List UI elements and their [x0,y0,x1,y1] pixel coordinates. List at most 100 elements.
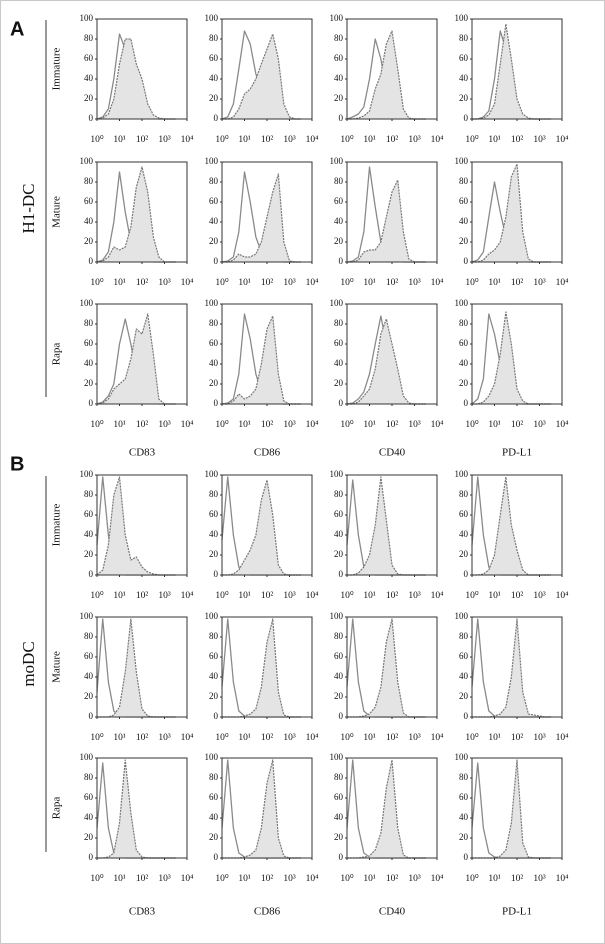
y-tick-label: 60 [334,792,344,802]
y-tick-label: 40 [334,358,344,368]
column-label: CD83 [129,447,156,459]
y-tick-label: 80 [84,318,94,328]
x-tick-label: 10¹ [238,733,251,743]
x-tick-label: 10³ [283,420,296,430]
x-tick-label: 10¹ [488,420,501,430]
filled-histogram [472,311,551,405]
x-tick-label: 10⁴ [431,874,445,884]
y-tick-label: 60 [459,53,469,63]
x-tick-label: 10² [511,874,524,884]
row-label: Immature [51,48,63,91]
y-tick-label: 40 [334,216,344,226]
column-label: PD-L1 [502,447,532,459]
y-tick-label: 20 [209,93,219,103]
x-tick-label: 10¹ [488,874,501,884]
row-label: Immature [51,504,63,547]
y-tick-label: 100 [455,752,469,762]
x-tick-label: 10⁴ [306,733,320,743]
y-tick-label: 100 [330,298,344,308]
y-tick-label: 60 [459,792,469,802]
x-tick-label: 10³ [283,874,296,884]
y-tick-label: 40 [334,812,344,822]
y-tick-label: 0 [89,113,94,123]
x-tick-label: 10⁰ [90,277,104,288]
y-tick-label: 20 [334,691,344,701]
y-tick-label: 20 [459,549,469,559]
x-tick-label: 10² [136,278,149,288]
x-tick-label: 10³ [158,733,171,743]
y-tick-label: 60 [209,338,219,348]
y-tick-label: 60 [459,338,469,348]
x-tick-label: 10⁴ [181,135,195,145]
x-tick-label: 10⁴ [306,591,320,601]
x-tick-label: 10⁴ [431,420,445,430]
y-tick-label: 80 [84,33,94,43]
y-tick-label: 60 [334,53,344,63]
y-tick-label: 80 [459,318,469,328]
y-tick-label: 40 [209,529,219,539]
y-tick-label: 60 [209,651,219,661]
y-tick-label: 40 [459,529,469,539]
x-tick-label: 10¹ [238,135,251,145]
x-tick-label: 10⁰ [340,732,354,743]
y-tick-label: 100 [80,611,94,621]
y-tick-label: 0 [464,852,469,862]
y-tick-label: 60 [209,196,219,206]
y-tick-label: 40 [334,529,344,539]
column-label: CD40 [379,447,406,459]
y-tick-label: 80 [84,772,94,782]
x-tick-label: 10⁴ [181,591,195,601]
y-tick-label: 20 [334,832,344,842]
x-tick-label: 10³ [158,420,171,430]
filled-histogram [96,313,176,405]
y-tick-label: 0 [214,711,219,721]
y-tick-label: 0 [89,711,94,721]
y-tick-label: 60 [459,196,469,206]
y-tick-label: 80 [459,176,469,186]
y-tick-label: 60 [459,509,469,519]
x-tick-label: 10⁰ [215,277,229,288]
filled-histogram [222,173,301,263]
x-tick-label: 10⁰ [465,732,479,743]
x-tick-label: 10² [511,135,524,145]
group-label: H1-DC [19,183,38,233]
y-tick-label: 60 [209,509,219,519]
y-tick-label: 100 [205,469,219,479]
x-tick-label: 10² [386,874,399,884]
y-tick-label: 100 [330,13,344,23]
x-tick-label: 10⁰ [215,873,229,884]
panel-letter: B [10,453,24,475]
y-tick-label: 20 [209,549,219,559]
x-tick-label: 10⁰ [340,873,354,884]
y-tick-label: 20 [459,93,469,103]
x-tick-label: 10² [386,278,399,288]
y-tick-label: 0 [464,113,469,123]
y-tick-label: 20 [334,549,344,559]
x-tick-label: 10³ [533,591,546,601]
x-tick-label: 10¹ [363,733,376,743]
y-tick-label: 40 [459,812,469,822]
x-tick-label: 10³ [283,733,296,743]
x-tick-label: 10³ [283,591,296,601]
y-tick-label: 40 [209,358,219,368]
y-tick-label: 0 [89,256,94,266]
x-tick-label: 10¹ [238,420,251,430]
x-tick-label: 10⁰ [90,873,104,884]
x-tick-label: 10⁰ [465,277,479,288]
x-tick-label: 10² [136,135,149,145]
y-tick-label: 20 [334,378,344,388]
y-tick-label: 0 [339,113,344,123]
y-tick-label: 40 [209,216,219,226]
y-tick-label: 80 [209,33,219,43]
x-tick-label: 10¹ [488,591,501,601]
x-tick-label: 10⁴ [306,278,320,288]
y-tick-label: 40 [209,812,219,822]
x-tick-label: 10¹ [113,874,126,884]
y-tick-label: 20 [209,832,219,842]
x-tick-label: 10¹ [113,135,126,145]
x-tick-label: 10⁰ [340,590,354,601]
filled-histogram [96,38,176,120]
y-tick-label: 0 [214,113,219,123]
y-tick-label: 80 [334,631,344,641]
